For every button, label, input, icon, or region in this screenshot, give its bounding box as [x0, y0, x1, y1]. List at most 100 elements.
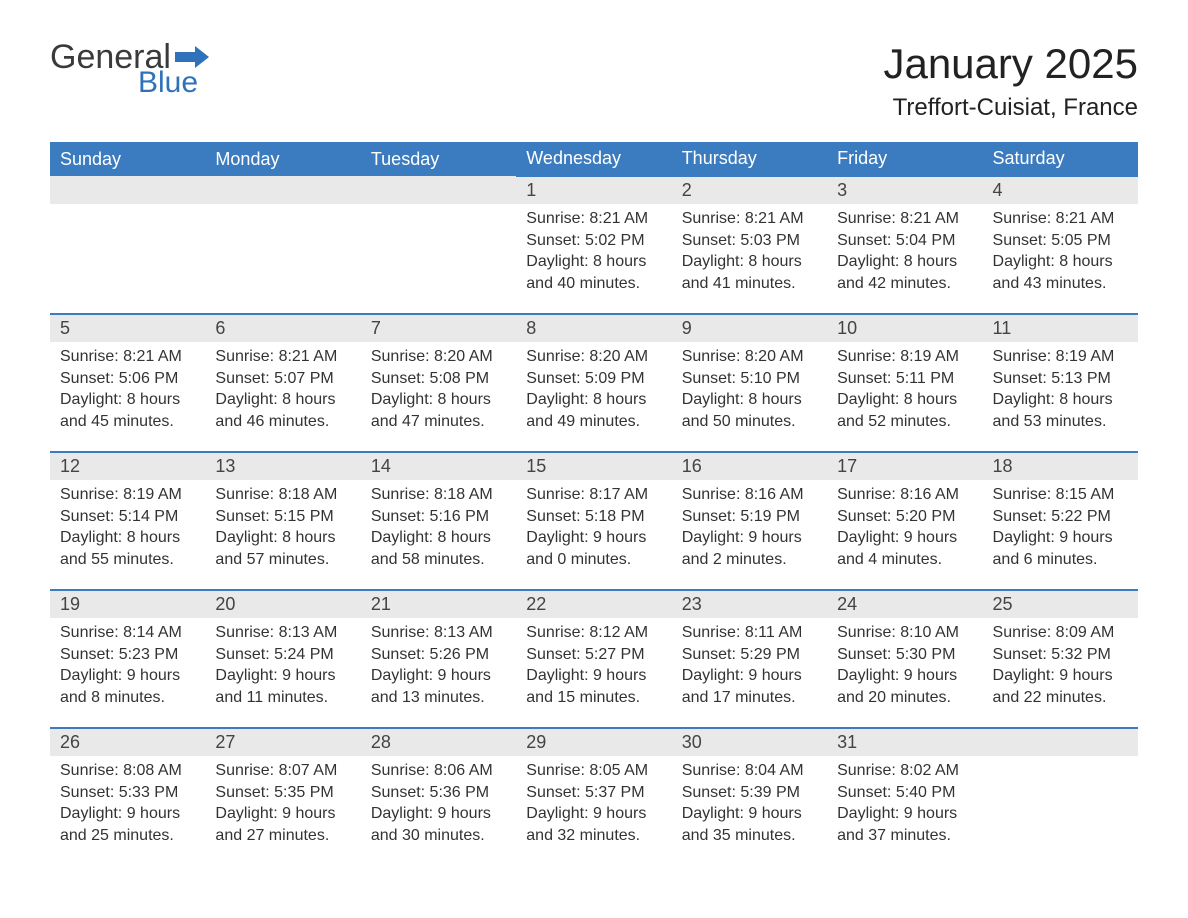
empty-cell — [50, 176, 205, 204]
day-details: Sunrise: 8:17 AMSunset: 5:18 PMDaylight:… — [516, 480, 671, 590]
daylight-line: Daylight: 8 hours — [371, 389, 506, 411]
weekday-header: Saturday — [983, 142, 1138, 176]
day-details: Sunrise: 8:21 AMSunset: 5:03 PMDaylight:… — [672, 204, 827, 314]
daylight-line: Daylight: 8 hours — [60, 389, 195, 411]
daylight-line: and 35 minutes. — [682, 825, 817, 847]
sunrise-line: Sunrise: 8:10 AM — [837, 622, 972, 644]
day-number: 31 — [827, 728, 982, 756]
sunrise-line: Sunrise: 8:12 AM — [526, 622, 661, 644]
weekday-header: Thursday — [672, 142, 827, 176]
sunrise-line: Sunrise: 8:21 AM — [60, 346, 195, 368]
daylight-line: Daylight: 9 hours — [682, 665, 817, 687]
daylight-line: and 49 minutes. — [526, 411, 661, 433]
day-number: 13 — [205, 452, 360, 480]
day-number: 1 — [516, 176, 671, 204]
sunrise-line: Sunrise: 8:19 AM — [993, 346, 1128, 368]
day-details: Sunrise: 8:16 AMSunset: 5:20 PMDaylight:… — [827, 480, 982, 590]
daylight-line: and 6 minutes. — [993, 549, 1128, 571]
day-number: 21 — [361, 590, 516, 618]
day-number: 27 — [205, 728, 360, 756]
sunrise-line: Sunrise: 8:06 AM — [371, 760, 506, 782]
sunrise-line: Sunrise: 8:21 AM — [526, 208, 661, 230]
sunset-line: Sunset: 5:07 PM — [215, 368, 350, 390]
day-details: Sunrise: 8:15 AMSunset: 5:22 PMDaylight:… — [983, 480, 1138, 590]
sunset-line: Sunset: 5:36 PM — [371, 782, 506, 804]
daylight-line: and 22 minutes. — [993, 687, 1128, 709]
daylight-line: and 57 minutes. — [215, 549, 350, 571]
daylight-line: and 13 minutes. — [371, 687, 506, 709]
day-number: 28 — [361, 728, 516, 756]
daylight-line: Daylight: 8 hours — [993, 251, 1128, 273]
daynum-row: 1234 — [50, 176, 1138, 204]
daylight-line: Daylight: 9 hours — [215, 803, 350, 825]
sunrise-line: Sunrise: 8:16 AM — [682, 484, 817, 506]
sunrise-line: Sunrise: 8:19 AM — [60, 484, 195, 506]
day-number: 8 — [516, 314, 671, 342]
sunrise-line: Sunrise: 8:17 AM — [526, 484, 661, 506]
day-details: Sunrise: 8:20 AMSunset: 5:08 PMDaylight:… — [361, 342, 516, 452]
day-details: Sunrise: 8:06 AMSunset: 5:36 PMDaylight:… — [361, 756, 516, 866]
sunrise-line: Sunrise: 8:20 AM — [682, 346, 817, 368]
details-row: Sunrise: 8:21 AMSunset: 5:06 PMDaylight:… — [50, 342, 1138, 452]
day-number: 11 — [983, 314, 1138, 342]
sunrise-line: Sunrise: 8:09 AM — [993, 622, 1128, 644]
daylight-line: Daylight: 9 hours — [682, 527, 817, 549]
sunset-line: Sunset: 5:35 PM — [215, 782, 350, 804]
empty-cell — [983, 756, 1138, 866]
daylight-line: Daylight: 8 hours — [215, 389, 350, 411]
daylight-line: Daylight: 9 hours — [60, 665, 195, 687]
sunrise-line: Sunrise: 8:21 AM — [215, 346, 350, 368]
day-details: Sunrise: 8:19 AMSunset: 5:11 PMDaylight:… — [827, 342, 982, 452]
day-number: 9 — [672, 314, 827, 342]
day-details: Sunrise: 8:13 AMSunset: 5:24 PMDaylight:… — [205, 618, 360, 728]
sunset-line: Sunset: 5:23 PM — [60, 644, 195, 666]
daylight-line: Daylight: 9 hours — [526, 527, 661, 549]
day-details: Sunrise: 8:14 AMSunset: 5:23 PMDaylight:… — [50, 618, 205, 728]
sunrise-line: Sunrise: 8:20 AM — [371, 346, 506, 368]
daylight-line: Daylight: 8 hours — [526, 389, 661, 411]
sunrise-line: Sunrise: 8:21 AM — [837, 208, 972, 230]
daylight-line: and 43 minutes. — [993, 273, 1128, 295]
daylight-line: Daylight: 9 hours — [993, 527, 1128, 549]
daynum-row: 12131415161718 — [50, 452, 1138, 480]
daylight-line: Daylight: 8 hours — [526, 251, 661, 273]
day-details: Sunrise: 8:05 AMSunset: 5:37 PMDaylight:… — [516, 756, 671, 866]
sunrise-line: Sunrise: 8:11 AM — [682, 622, 817, 644]
daynum-row: 567891011 — [50, 314, 1138, 342]
sunset-line: Sunset: 5:20 PM — [837, 506, 972, 528]
empty-cell — [361, 176, 516, 204]
day-details: Sunrise: 8:11 AMSunset: 5:29 PMDaylight:… — [672, 618, 827, 728]
sunrise-line: Sunrise: 8:07 AM — [215, 760, 350, 782]
empty-cell — [983, 728, 1138, 756]
day-number: 16 — [672, 452, 827, 480]
sunset-line: Sunset: 5:02 PM — [526, 230, 661, 252]
day-number: 23 — [672, 590, 827, 618]
empty-cell — [361, 204, 516, 314]
day-details: Sunrise: 8:16 AMSunset: 5:19 PMDaylight:… — [672, 480, 827, 590]
sunrise-line: Sunrise: 8:21 AM — [682, 208, 817, 230]
weekday-header: Monday — [205, 142, 360, 176]
day-details: Sunrise: 8:21 AMSunset: 5:05 PMDaylight:… — [983, 204, 1138, 314]
sunset-line: Sunset: 5:06 PM — [60, 368, 195, 390]
sunset-line: Sunset: 5:19 PM — [682, 506, 817, 528]
day-details: Sunrise: 8:04 AMSunset: 5:39 PMDaylight:… — [672, 756, 827, 866]
sunrise-line: Sunrise: 8:02 AM — [837, 760, 972, 782]
daylight-line: Daylight: 8 hours — [837, 251, 972, 273]
daylight-line: Daylight: 9 hours — [682, 803, 817, 825]
sunset-line: Sunset: 5:10 PM — [682, 368, 817, 390]
daylight-line: Daylight: 9 hours — [526, 665, 661, 687]
title-block: January 2025 Treffort-Cuisiat, France — [883, 40, 1138, 122]
daylight-line: Daylight: 8 hours — [682, 389, 817, 411]
sunrise-line: Sunrise: 8:19 AM — [837, 346, 972, 368]
sunrise-line: Sunrise: 8:15 AM — [993, 484, 1128, 506]
sunset-line: Sunset: 5:03 PM — [682, 230, 817, 252]
day-number: 24 — [827, 590, 982, 618]
day-number: 15 — [516, 452, 671, 480]
day-details: Sunrise: 8:13 AMSunset: 5:26 PMDaylight:… — [361, 618, 516, 728]
daynum-row: 19202122232425 — [50, 590, 1138, 618]
day-details: Sunrise: 8:08 AMSunset: 5:33 PMDaylight:… — [50, 756, 205, 866]
day-details: Sunrise: 8:21 AMSunset: 5:06 PMDaylight:… — [50, 342, 205, 452]
day-number: 17 — [827, 452, 982, 480]
location-label: Treffort-Cuisiat, France — [883, 94, 1138, 122]
day-number: 18 — [983, 452, 1138, 480]
